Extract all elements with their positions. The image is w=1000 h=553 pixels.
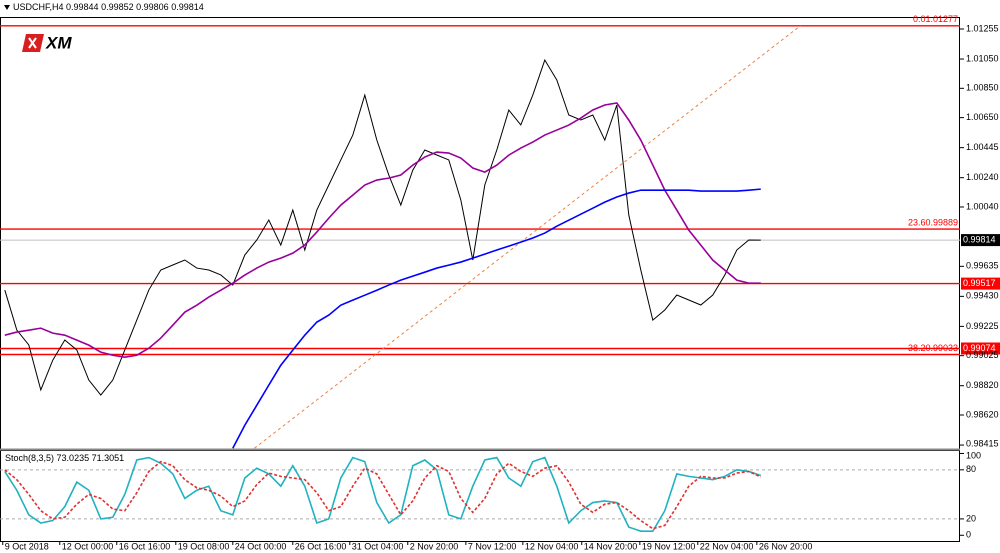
x-tick-label: 16 Oct 16:00 xyxy=(119,541,171,551)
last-price-box xyxy=(961,234,1000,247)
trend-line xyxy=(254,25,801,449)
y-tick-label: 1.00240 xyxy=(966,172,999,182)
x-tick-label: 19 Nov 12:00 xyxy=(642,541,696,551)
y-tick-label: 0.99635 xyxy=(966,261,999,271)
y-tick-label: 1.00850 xyxy=(966,83,999,93)
logo-x xyxy=(28,37,37,49)
price-box xyxy=(961,342,1000,355)
x-tick-label: 26 Nov 20:00 xyxy=(759,541,813,551)
series-line xyxy=(4,460,762,530)
x-tick-label: 14 Nov 20:00 xyxy=(584,541,638,551)
y-tick-label: 0.98820 xyxy=(966,380,999,390)
x-tick-label: 19 Oct 08:00 xyxy=(178,541,230,551)
series-line xyxy=(4,102,761,358)
symbol: USDCHF,H4 xyxy=(13,2,64,12)
logo: XM xyxy=(22,33,72,52)
price-box xyxy=(961,277,1000,290)
price-box-label: 0.99074 xyxy=(963,343,996,353)
high: 0.99852 xyxy=(101,2,134,12)
close: 0.99814 xyxy=(171,2,204,12)
y-tick-label: 0.99025 xyxy=(966,350,999,360)
y-tick-label: 0.98415 xyxy=(966,438,999,448)
chart-header: USDCHF,H4 0.99844 0.99852 0.99806 0.9981… xyxy=(13,2,204,12)
series-line xyxy=(4,456,762,532)
y-tick-label: 20 xyxy=(966,513,976,523)
y-tick-label: 0.99225 xyxy=(966,321,999,331)
stoch-k-value: 73.0235 xyxy=(57,453,90,463)
x-tick-label: 22 Nov 04:00 xyxy=(700,541,754,551)
y-tick-label: 1.00040 xyxy=(966,201,999,211)
series-line xyxy=(4,58,761,396)
y-tick-label: 0.98620 xyxy=(966,409,999,419)
low: 0.99806 xyxy=(136,2,169,12)
y-tick-label: 80 xyxy=(966,464,976,474)
y-tick-label: 1.00445 xyxy=(966,142,999,152)
y-tick-label: 1.01050 xyxy=(966,53,999,63)
y-tick-label: 0 xyxy=(966,530,971,540)
y-tick-label: 1.01255 xyxy=(966,23,999,33)
level-label: 0.01.01277 xyxy=(913,14,958,24)
y-tick-label: 0.99430 xyxy=(966,291,999,301)
last-price-label: 0.99814 xyxy=(963,234,996,244)
stoch-d-value: 71.3051 xyxy=(92,453,125,463)
stoch-title: Stoch(8,3,5) xyxy=(5,453,54,463)
x-tick-label: 2 Nov 20:00 xyxy=(410,541,459,551)
x-tick-label: 31 Oct 04:00 xyxy=(352,541,404,551)
y-tick-label: 100 xyxy=(966,450,981,460)
logo-text: XM xyxy=(45,33,72,52)
x-tick-label: 12 Oct 00:00 xyxy=(62,541,114,551)
x-tick-label: 7 Nov 12:00 xyxy=(468,541,517,551)
stoch-header: Stoch(8,3,5) 73.0235 71.3051 xyxy=(5,453,124,463)
y-tick-label: 1.00650 xyxy=(966,112,999,122)
x-tick-label: 12 Nov 04:00 xyxy=(525,541,579,551)
level-label: 23.60.99889 xyxy=(908,217,958,227)
series-line xyxy=(232,188,761,449)
x-tick-label: 24 Oct 00:00 xyxy=(235,541,287,551)
menu-arrow xyxy=(4,5,10,10)
open: 0.99844 xyxy=(66,2,99,12)
level-label: 38.20.99033 xyxy=(908,343,958,353)
x-tick-label: 26 Oct 16:00 xyxy=(295,541,347,551)
price-box-label: 0.99517 xyxy=(963,278,996,288)
x-tick-label: 9 Oct 2018 xyxy=(5,541,49,551)
